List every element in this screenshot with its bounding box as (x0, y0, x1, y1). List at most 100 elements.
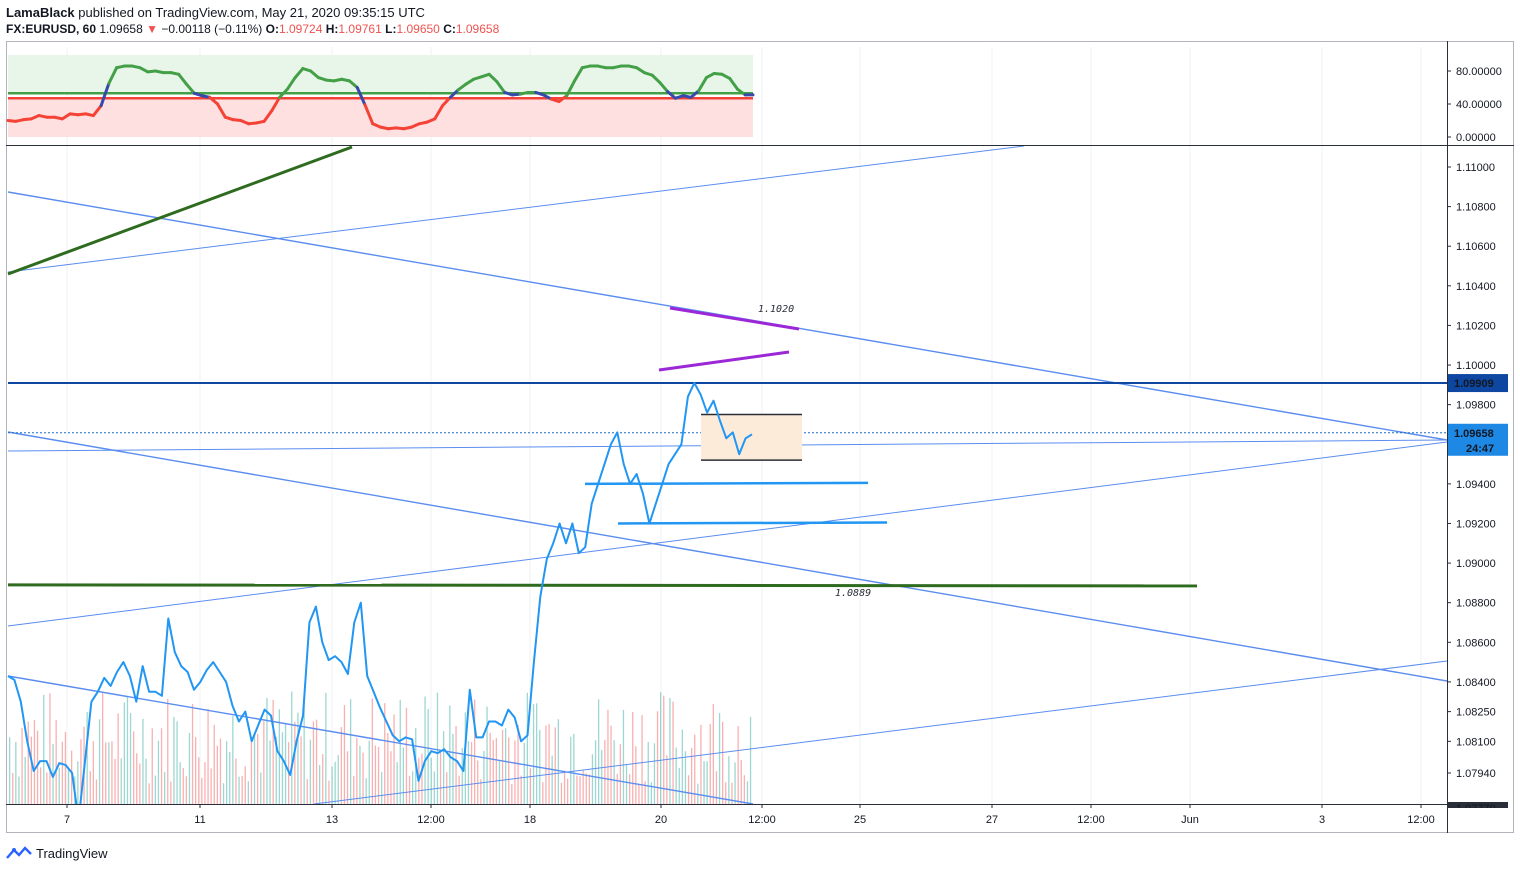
volume-bar (300, 736, 302, 804)
volume-bar (334, 761, 336, 804)
volume-bar (700, 724, 702, 804)
volume-bar (579, 776, 581, 804)
green-trendline (7, 146, 353, 276)
volume-bar (356, 737, 358, 804)
volume-bar (576, 775, 578, 804)
volume-bar (492, 740, 494, 804)
price-axis-label: 1.08100 (1456, 736, 1496, 748)
author-name[interactable]: LamaBlack (6, 5, 75, 20)
oscillator-segment (658, 81, 670, 94)
volume-bar (548, 724, 550, 804)
volume-bar (136, 753, 138, 804)
volume-bar (536, 703, 538, 804)
oscillator-segment (355, 86, 367, 107)
volume-bar (703, 761, 705, 804)
descending-trendline (7, 431, 1447, 682)
price-series-line (7, 381, 753, 804)
volume-bar (328, 780, 330, 804)
volume-bar (46, 772, 48, 804)
volume-bar (278, 709, 280, 804)
spacer-line (8, 269, 1447, 271)
oscillator-segment (573, 66, 584, 83)
volume-bar (514, 740, 516, 804)
volume-bar (625, 764, 628, 804)
volume-bar (145, 758, 147, 804)
volume-bar (421, 753, 423, 804)
volume-bar (71, 750, 73, 804)
oscillator-segment (697, 76, 708, 93)
volume-bar (322, 754, 324, 804)
oscillator-segment (60, 112, 72, 121)
osc-axis-label: 0.00000 (1456, 132, 1496, 144)
volume-bar (560, 782, 563, 804)
volume-bar (229, 751, 231, 804)
oscillator-segment (99, 81, 111, 108)
volume-bar (489, 732, 491, 804)
volume-bar (684, 751, 687, 804)
oscillator-segment (285, 76, 297, 91)
volume-bar (21, 728, 23, 804)
symbol-label[interactable]: FX:EURUSD, 60 (6, 22, 97, 36)
price-axis-label: 1.10200 (1456, 320, 1496, 332)
volume-bar (269, 740, 271, 804)
volume-bar (294, 722, 296, 804)
volume-bar (272, 699, 274, 804)
close-label: C: (443, 22, 456, 36)
volume-bar (393, 714, 395, 804)
volume-bar (545, 725, 547, 804)
last-price: 1.09658 (99, 22, 143, 36)
volume-bar (148, 783, 150, 804)
support-line-upper (584, 481, 869, 486)
volume-bar (185, 776, 187, 804)
volume-bar (219, 738, 222, 804)
volume-bar (709, 723, 711, 804)
volume-bar (362, 752, 364, 804)
volume-bar (55, 720, 57, 804)
volume-bar (204, 762, 206, 804)
volume-bar (303, 700, 305, 804)
bottom-cut-label: 1.07770 (1456, 803, 1496, 815)
osc-axis-label: 40.00000 (1456, 99, 1502, 111)
time-axis-label: 12:00 (1407, 814, 1435, 826)
volume-bar (213, 724, 215, 804)
oscillator-segment (216, 102, 227, 119)
oscillator-lower-band (8, 98, 753, 137)
volume-bar (154, 775, 156, 804)
volume-bar (61, 741, 63, 804)
volume-bar (660, 692, 662, 804)
footer: TradingView (6, 843, 108, 863)
time-axis-label: 12:00 (748, 814, 776, 826)
volume-bar (402, 747, 404, 804)
oscillator-segment (557, 94, 569, 104)
volume-bar (663, 695, 665, 804)
volume-bar (551, 755, 553, 804)
volume-bar (216, 745, 218, 804)
oscillator-segment (735, 87, 747, 97)
volume-bar (102, 693, 104, 804)
time-axis-label: 18 (524, 814, 536, 826)
volume-bar (182, 767, 184, 804)
oscillator-pane (6, 55, 755, 137)
close-value: 1.09658 (455, 22, 500, 36)
volume-bar (396, 762, 398, 804)
volume-bar (443, 731, 445, 804)
volume-bar (681, 729, 683, 804)
volume-bar (455, 726, 457, 804)
purple-line-upper (669, 306, 800, 331)
ascending-trendline (313, 660, 1447, 804)
volume-bar (173, 716, 175, 804)
publish-line: LamaBlack published on TradingView.com, … (6, 5, 425, 20)
volume-bar (340, 727, 342, 804)
brand-text[interactable]: TradingView (36, 845, 108, 861)
volume-bar (201, 777, 203, 804)
volume-bar (749, 716, 752, 804)
volume-bar (588, 774, 590, 804)
volume-bar (92, 741, 94, 804)
volume-bar (77, 761, 79, 804)
volume-bar (594, 740, 597, 804)
volume-bar (567, 778, 569, 804)
volume-bar (644, 781, 646, 804)
volume-bar (616, 773, 618, 804)
volume-bar (244, 766, 246, 804)
